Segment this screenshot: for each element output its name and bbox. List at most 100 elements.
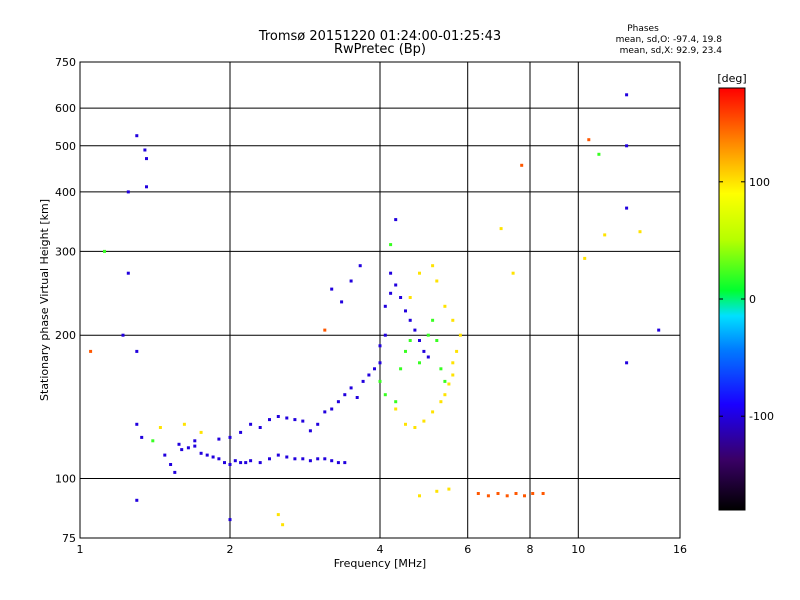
data-point bbox=[135, 498, 139, 502]
data-point bbox=[408, 296, 412, 299]
y-tick-labels: 75 100 200 300 400 500 600 750 bbox=[55, 56, 76, 545]
plot-area: 1 2 4 6 8 10 16 75 100 200 300 400 500 600 750 bbox=[55, 56, 687, 556]
data-point bbox=[383, 304, 387, 308]
data-point bbox=[205, 453, 209, 457]
data-points bbox=[89, 93, 661, 527]
data-point bbox=[431, 410, 435, 414]
data-point bbox=[399, 296, 403, 299]
data-point bbox=[514, 492, 518, 495]
data-point bbox=[308, 459, 312, 463]
x-axis-label: Frequency [MHz] bbox=[334, 557, 426, 570]
data-point bbox=[443, 304, 447, 308]
data-point bbox=[422, 349, 426, 353]
data-point bbox=[135, 134, 139, 138]
data-point bbox=[308, 429, 312, 433]
data-point bbox=[330, 407, 334, 411]
data-point bbox=[603, 233, 607, 237]
data-point bbox=[422, 419, 426, 423]
data-point bbox=[103, 249, 106, 253]
colorbar-tick-label: -100 bbox=[749, 410, 774, 423]
colorbar-label: [deg] bbox=[717, 72, 746, 85]
data-point bbox=[367, 373, 371, 377]
data-point bbox=[228, 518, 232, 522]
data-point bbox=[158, 426, 162, 429]
data-point bbox=[199, 451, 203, 455]
data-point bbox=[121, 333, 125, 337]
data-point bbox=[583, 256, 587, 260]
data-point bbox=[394, 283, 398, 287]
data-point bbox=[383, 333, 387, 337]
data-point bbox=[439, 367, 443, 371]
data-point bbox=[239, 461, 243, 465]
data-point bbox=[285, 455, 289, 459]
data-point bbox=[301, 419, 305, 423]
data-point bbox=[140, 435, 144, 439]
data-point bbox=[413, 426, 417, 429]
x-tick-label: 16 bbox=[673, 543, 687, 556]
colorbar: [deg] 100 0 -100 bbox=[717, 72, 774, 511]
data-point bbox=[193, 444, 197, 448]
data-point bbox=[349, 386, 353, 390]
x-tick-label: 1 bbox=[77, 543, 84, 556]
data-point bbox=[657, 328, 661, 332]
data-point bbox=[249, 422, 253, 426]
data-point bbox=[268, 418, 271, 422]
data-point bbox=[223, 461, 226, 465]
data-point bbox=[373, 367, 376, 371]
data-point bbox=[276, 513, 280, 517]
data-point bbox=[431, 318, 435, 322]
data-point bbox=[389, 243, 393, 247]
colorbar-tick-label: 0 bbox=[749, 293, 756, 306]
data-point bbox=[276, 453, 280, 457]
data-point bbox=[418, 361, 421, 365]
data-point bbox=[541, 492, 545, 495]
y-tick-label: 300 bbox=[55, 245, 76, 258]
data-point bbox=[435, 279, 439, 283]
x-tick-label: 2 bbox=[227, 543, 234, 556]
data-point bbox=[258, 461, 262, 465]
data-point bbox=[443, 379, 447, 383]
data-point bbox=[404, 422, 407, 426]
data-point bbox=[293, 418, 297, 422]
data-point bbox=[520, 163, 524, 167]
x-tick-labels: 1 2 4 6 8 10 16 bbox=[77, 543, 688, 556]
data-point bbox=[399, 367, 403, 371]
data-point bbox=[336, 461, 340, 465]
data-point bbox=[383, 393, 387, 397]
data-point bbox=[455, 349, 459, 353]
data-point bbox=[145, 185, 148, 189]
data-point bbox=[217, 457, 221, 461]
data-point bbox=[285, 416, 289, 420]
data-point bbox=[169, 463, 173, 466]
data-point bbox=[135, 349, 139, 353]
y-tick-label: 600 bbox=[55, 102, 76, 115]
data-point bbox=[182, 422, 186, 426]
y-tick-label: 750 bbox=[55, 56, 76, 69]
data-point bbox=[625, 361, 629, 365]
data-point bbox=[217, 437, 221, 441]
data-point bbox=[587, 138, 591, 142]
data-point bbox=[355, 396, 359, 399]
data-point bbox=[211, 455, 215, 459]
data-point bbox=[343, 461, 347, 465]
data-point bbox=[389, 291, 393, 295]
data-point bbox=[447, 382, 451, 386]
data-point bbox=[268, 457, 271, 461]
data-point bbox=[281, 523, 285, 527]
data-point bbox=[228, 435, 232, 439]
data-point bbox=[418, 271, 421, 275]
data-point bbox=[378, 379, 382, 383]
x-tick-label: 6 bbox=[464, 543, 471, 556]
data-point bbox=[126, 190, 130, 194]
data-point bbox=[293, 457, 297, 461]
data-point bbox=[408, 339, 412, 342]
data-point bbox=[435, 489, 439, 493]
data-point bbox=[233, 459, 237, 463]
data-point bbox=[451, 318, 455, 322]
data-point bbox=[343, 393, 347, 397]
data-point bbox=[625, 93, 629, 97]
data-point bbox=[361, 379, 365, 383]
data-point bbox=[451, 361, 455, 365]
data-point bbox=[258, 426, 262, 429]
y-tick-label: 200 bbox=[55, 329, 76, 342]
